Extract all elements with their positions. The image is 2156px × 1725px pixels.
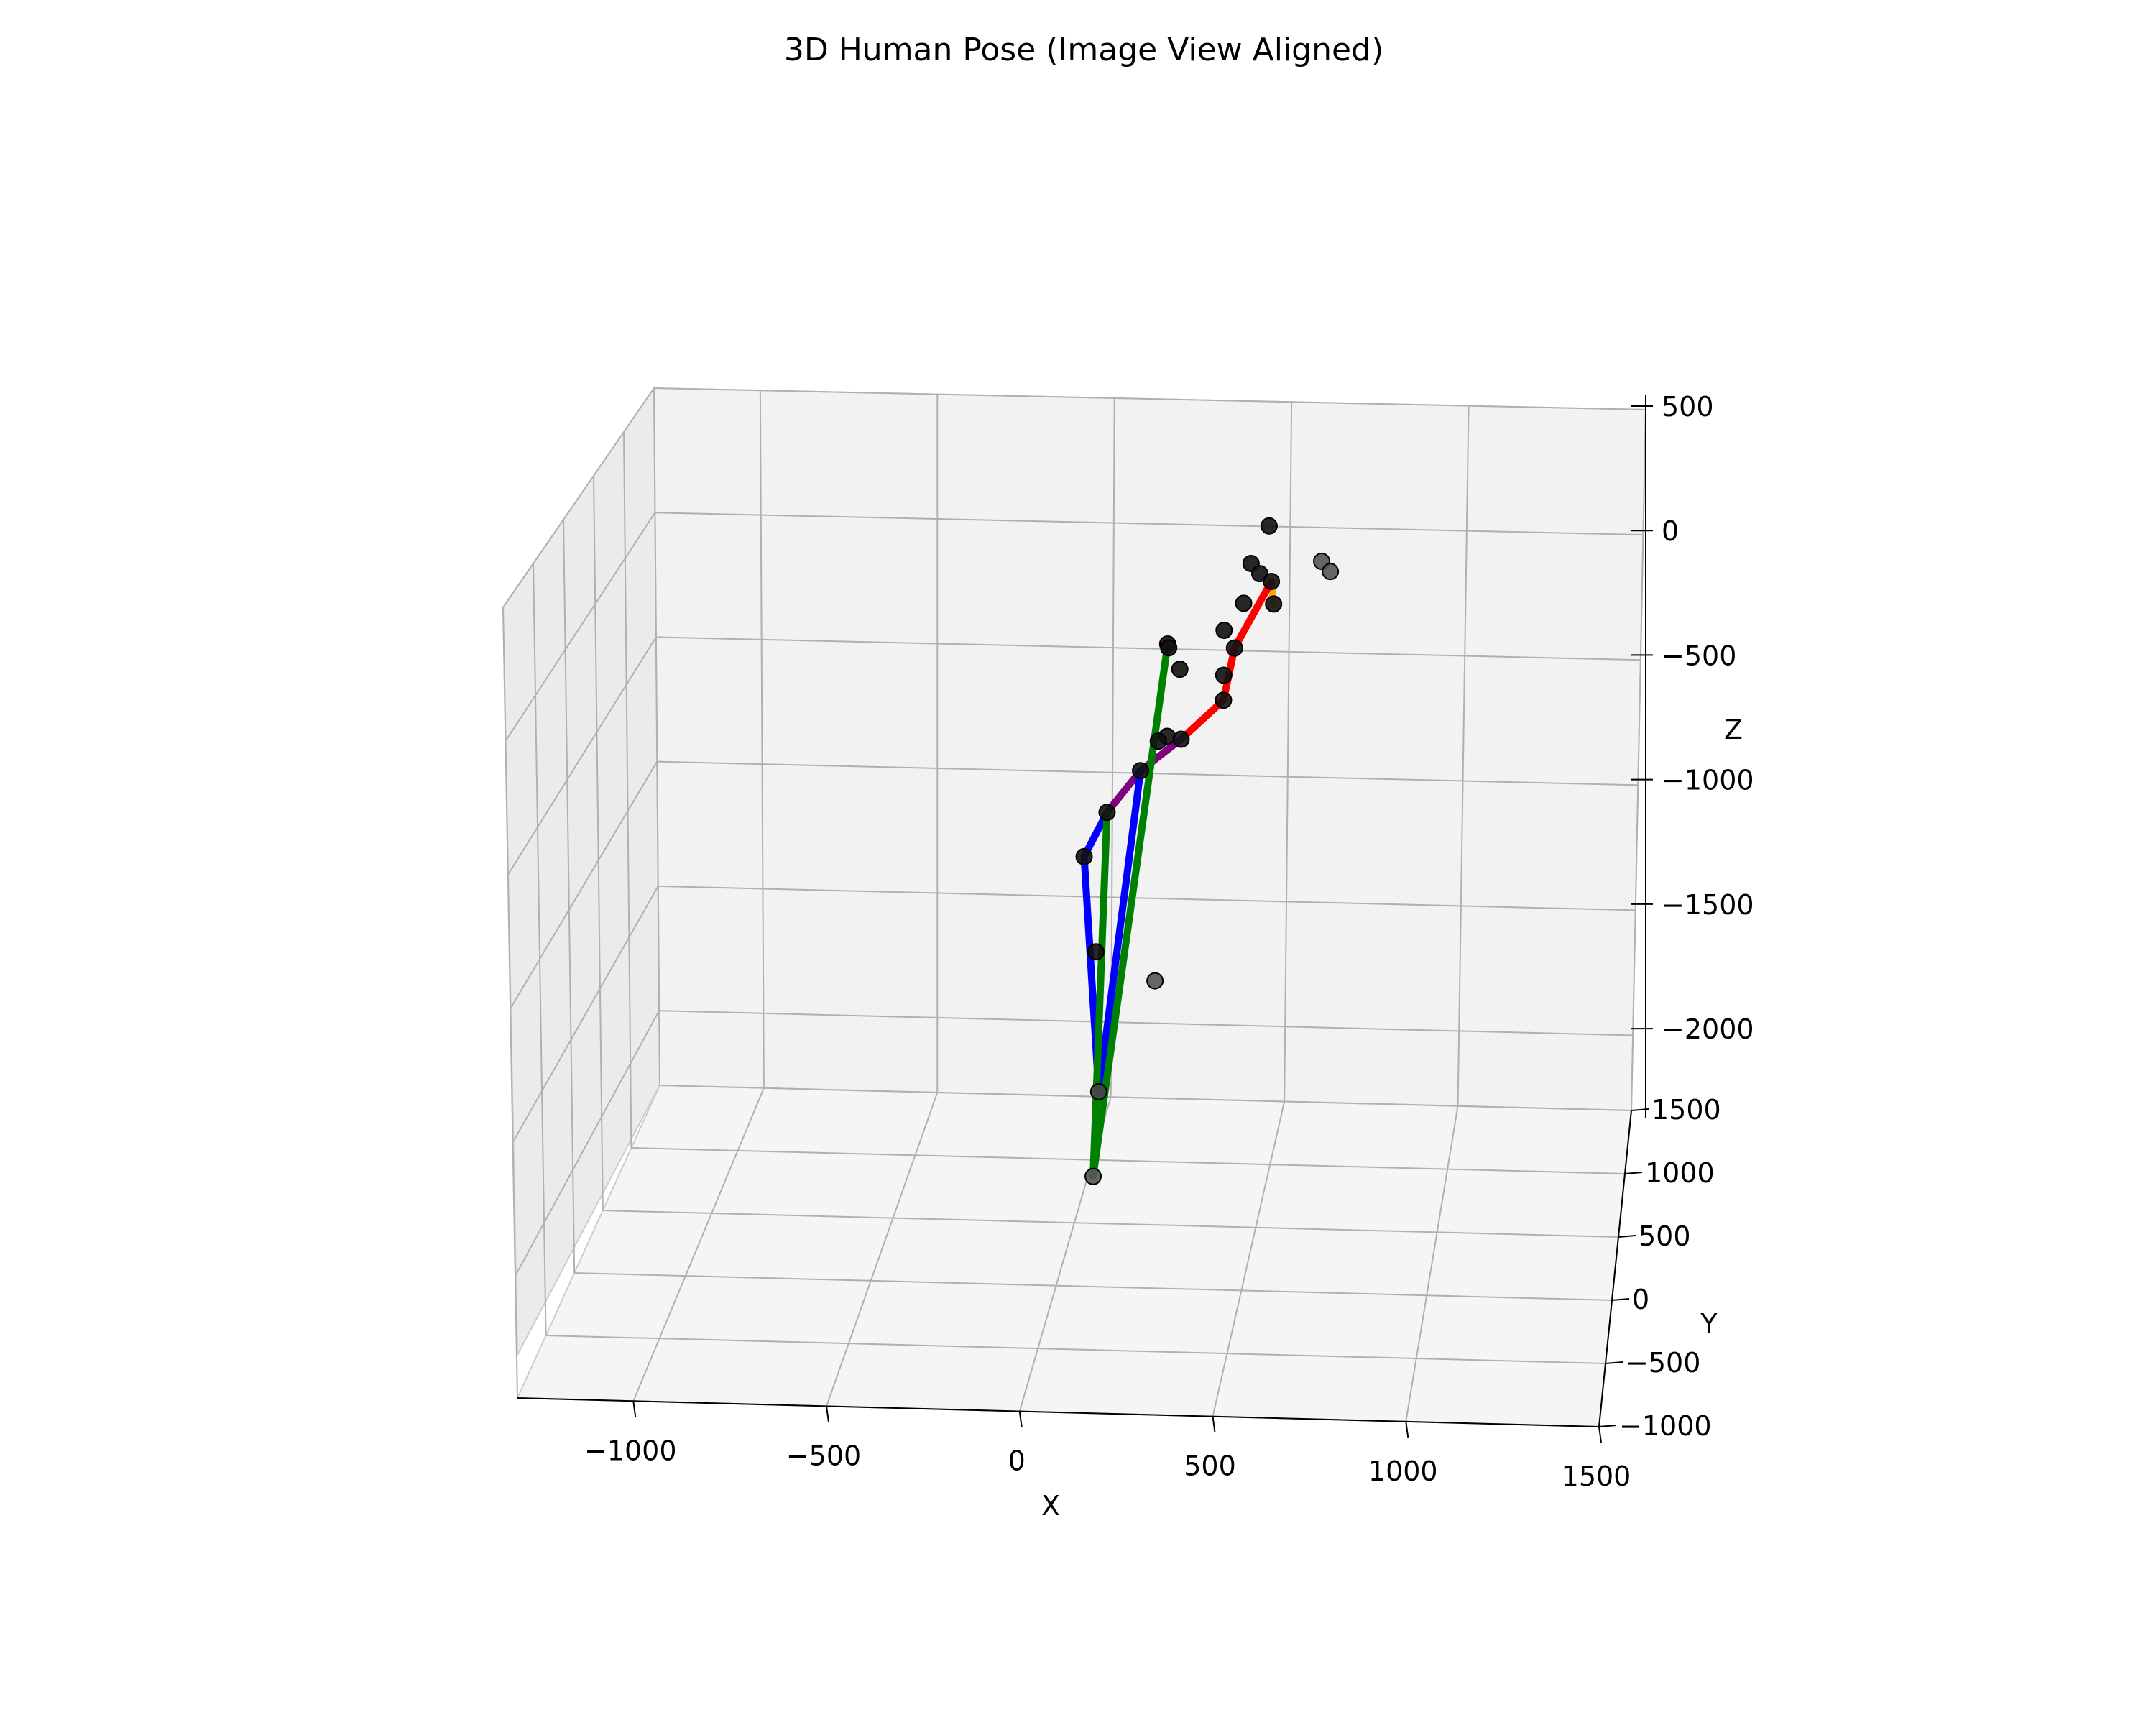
x-tick-label: 1000 [1368, 1455, 1438, 1487]
z-gridline-side [515, 1010, 660, 1276]
x-gridline-back [1284, 402, 1293, 1102]
x-tick-label: 500 [1184, 1450, 1236, 1482]
axis-panes [502, 385, 1647, 1428]
y-tick-mark [1624, 1172, 1643, 1174]
keypoint [1265, 595, 1283, 613]
x-tick-mark [1212, 1416, 1216, 1432]
chart-title: 3D Human Pose (Image View Aligned) [784, 32, 1383, 68]
y-gridline-floor [545, 1335, 1606, 1364]
x-gridline-back [1457, 405, 1470, 1106]
z-gridline-side [505, 512, 656, 742]
keypoint [1225, 639, 1243, 657]
y-tick-label: 0 [1632, 1284, 1649, 1315]
x-tick-label: 1500 [1562, 1460, 1631, 1492]
y-axis-line [1598, 1110, 1632, 1427]
floor-pane [516, 1084, 1633, 1428]
y-tick-label: −500 [1626, 1347, 1700, 1379]
keypoint [1235, 594, 1253, 612]
x-gridline-floor [1212, 1101, 1286, 1417]
x-tick-mark [1018, 1411, 1023, 1427]
keypoint [1098, 804, 1116, 822]
y-gridline-side [563, 519, 576, 1274]
y-tick-mark [1631, 1108, 1649, 1111]
y-gridline-side [653, 387, 660, 1086]
keypoint [1215, 691, 1233, 709]
keypoint [1160, 639, 1178, 657]
z-gridline-side [512, 886, 659, 1142]
z-tick-label: −1000 [1662, 765, 1754, 796]
keypoint [1146, 972, 1164, 990]
x-tick-label: −1000 [584, 1435, 677, 1466]
keypoint [1149, 732, 1167, 750]
z-tick-label: 0 [1662, 515, 1679, 547]
skeleton-bone [1103, 767, 1145, 816]
keypoint [1172, 730, 1190, 748]
y-tick-mark [1618, 1235, 1636, 1238]
skeleton-bone [1095, 767, 1145, 1095]
y-tick-label: 500 [1639, 1220, 1691, 1252]
y-gridline-floor [631, 1147, 1626, 1174]
x-axis-label: X [1041, 1490, 1060, 1522]
z-gridline-back [655, 636, 1641, 661]
keypoint [1084, 1167, 1102, 1185]
y-tick-mark [1611, 1298, 1630, 1301]
y-gridline-floor [574, 1272, 1613, 1301]
y-gridline-side [623, 431, 632, 1149]
x-gridline-floor [826, 1092, 939, 1407]
y-gridline-side [593, 475, 604, 1211]
keypoint [1089, 1082, 1107, 1100]
axis-ticks: −1000 −500 0 500 1000 1500 500 0 −500 −1000 −1500 −… [584, 391, 1754, 1492]
x-tick-mark [632, 1401, 637, 1417]
y-gridline-side [533, 563, 547, 1336]
y-gridline-floor [602, 1210, 1619, 1238]
z-tick-label: −500 [1662, 640, 1736, 671]
skeleton-bone [1230, 577, 1276, 652]
y-tick-label: 1500 [1651, 1094, 1721, 1126]
y-tick-mark [1605, 1361, 1623, 1364]
z-gridline-back [658, 885, 1636, 911]
keypoint [1260, 517, 1278, 535]
keypoint [1087, 943, 1105, 961]
x-tick-mark [1598, 1426, 1602, 1443]
x-tick-mark [826, 1406, 829, 1422]
x-axis-line [517, 1397, 1600, 1427]
y-gridline-side [502, 607, 518, 1399]
keypoint [1132, 762, 1150, 780]
skeleton-bone [1089, 809, 1111, 1180]
x-gridline-back [759, 390, 765, 1088]
keypoint [1263, 572, 1281, 590]
x-gridline-back [1631, 409, 1646, 1111]
keypoint [1171, 661, 1189, 678]
z-gridline-back [659, 1010, 1634, 1036]
y-tick-label: 1000 [1645, 1157, 1715, 1189]
y-tick-mark [1598, 1425, 1617, 1427]
grid-lines [502, 387, 1646, 1427]
keypoints [1075, 517, 1340, 1185]
keypoint [1075, 847, 1093, 865]
z-tick-label: 500 [1662, 391, 1714, 423]
z-tick-label: −1500 [1662, 889, 1754, 921]
z-gridline-back [655, 512, 1644, 536]
keypoint [1215, 621, 1233, 639]
z-gridline-side [502, 387, 655, 608]
x-gridline-floor [1405, 1105, 1459, 1422]
z-axis-label: Z [1724, 714, 1743, 745]
z-tick-label: −2000 [1662, 1013, 1754, 1045]
x-tick-label: 0 [1008, 1445, 1026, 1477]
z-gridline-back [653, 387, 1646, 410]
z-gridline-side [507, 636, 657, 875]
keypoint [1215, 666, 1233, 684]
y-tick-label: −1000 [1619, 1410, 1712, 1442]
y-gridline-floor [659, 1085, 1632, 1111]
keypoint [1322, 563, 1340, 581]
x-tick-label: −500 [786, 1440, 861, 1471]
z-gridline-side [510, 761, 658, 1008]
x-gridline-floor [632, 1087, 765, 1402]
skeleton-bone [1177, 696, 1227, 743]
y-axis-label: Y [1700, 1308, 1718, 1340]
x-tick-mark [1405, 1421, 1409, 1438]
